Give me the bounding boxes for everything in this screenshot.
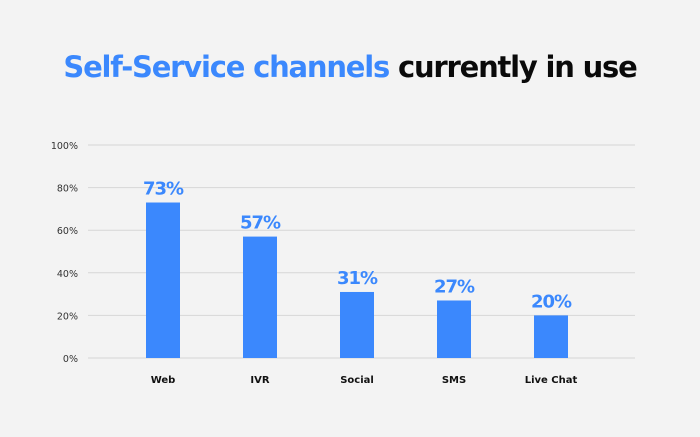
bar <box>534 315 568 358</box>
data-label: 73% <box>143 179 184 200</box>
x-tick-label: IVR <box>250 375 269 386</box>
y-tick-label: 60% <box>57 226 78 237</box>
x-tick-label: Live Chat <box>525 375 578 386</box>
data-label: 20% <box>531 291 572 312</box>
bar <box>437 300 471 358</box>
bar <box>340 291 374 358</box>
data-label: 27% <box>434 276 475 297</box>
title-highlight: Self-Service channels <box>63 50 390 84</box>
y-tick-label: 0% <box>63 354 78 365</box>
title-rest: currently in use <box>397 50 638 84</box>
y-tick-label: 100% <box>51 141 78 152</box>
x-tick-label: SMS <box>442 375 466 386</box>
y-tick-label: 80% <box>57 184 78 195</box>
bar <box>243 236 277 358</box>
y-tick-label: 40% <box>57 269 78 280</box>
data-label: 57% <box>240 213 281 234</box>
y-tick-label: 20% <box>57 311 78 322</box>
x-tick-label: Social <box>340 375 374 386</box>
chart-title: Self-Service channels currently in use <box>0 50 700 84</box>
x-tick-label: Web <box>151 375 176 386</box>
data-label: 31% <box>337 268 378 289</box>
bar <box>146 202 180 358</box>
